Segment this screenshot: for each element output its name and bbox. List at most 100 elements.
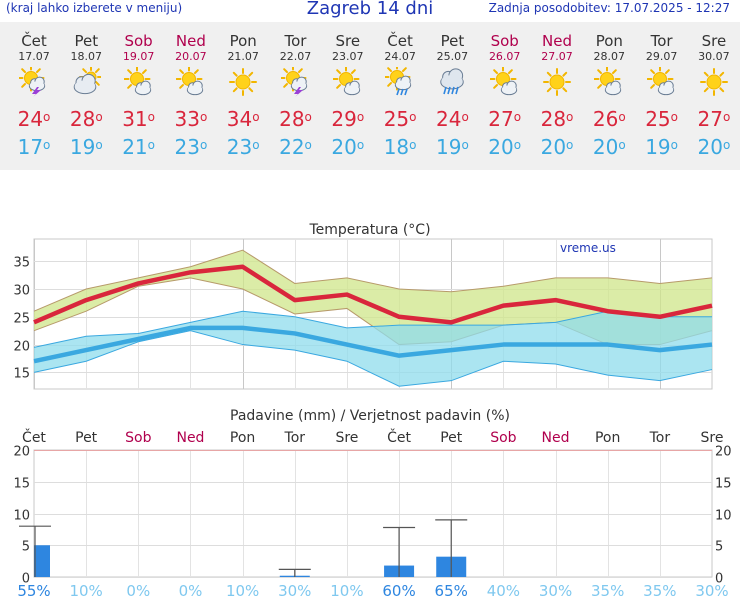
watermark: vreme.us	[560, 241, 616, 255]
max-temperature: 25o	[383, 107, 417, 131]
precipitation-probability: 0%	[179, 582, 203, 600]
x-tick-label: Čet	[387, 428, 411, 446]
y-tick-label: 15	[13, 367, 30, 382]
x-tick-label: Sre	[335, 430, 358, 446]
precipitation-probability: 60%	[382, 582, 415, 600]
day-name: Pon	[229, 32, 257, 50]
x-tick-label: Sre	[701, 430, 724, 446]
sun-icon	[229, 68, 258, 96]
day-date: 25.07	[436, 50, 469, 63]
sun-small-cloud-icon	[123, 65, 151, 96]
max-temperature: 27o	[697, 107, 731, 131]
max-temperature-line	[33, 264, 713, 325]
day-date: 23.07	[332, 50, 364, 63]
day-column: Sre 30.07 27o 20o	[688, 22, 740, 160]
sun-icon	[543, 68, 571, 96]
min-temperature: 19o	[435, 135, 469, 159]
max-temperature: 31o	[122, 107, 155, 131]
min-temperature: 22o	[279, 135, 312, 159]
y-tick-label-right: 5	[715, 540, 723, 555]
day-date: 18.07	[70, 50, 103, 63]
day-name: Čet	[387, 32, 413, 50]
y-tick-label: 30	[13, 284, 30, 299]
day-column: Ned 27.07 28o 20o	[531, 22, 583, 160]
precipitation-probability: 10%	[69, 582, 102, 600]
day-column: Čet 17.07 24o 17o	[8, 22, 60, 159]
y-tick-label: 35	[13, 256, 30, 271]
precipitation-probability: 30%	[695, 582, 728, 600]
max-temperature: 26o	[592, 107, 626, 131]
x-tick-label: Pet	[75, 430, 98, 446]
day-name: Sob	[124, 32, 153, 50]
day-column: Tor 29.07 25o 19o	[636, 22, 688, 160]
day-name: Sre	[701, 32, 727, 50]
precipitation-plot-area	[33, 449, 713, 578]
x-tick-label: Pon	[595, 430, 620, 446]
day-date: 17.07	[18, 50, 50, 63]
day-date: 20.07	[175, 50, 207, 63]
sun-cloud-rain-icon	[383, 63, 412, 96]
day-date: 28.07	[593, 50, 626, 63]
day-column: Sre 23.07 29o 20o	[322, 22, 374, 160]
daily-forecast-strip: Čet 17.07 24o 17o Pet 18.07 28o 19o Sob 19.07 31o 2…	[0, 22, 740, 170]
day-name: Ned	[542, 32, 572, 50]
y-tick-label: 0	[22, 572, 30, 587]
day-name: Pet	[440, 32, 465, 50]
day-column: Pet 25.07 24o 19o	[426, 22, 478, 160]
y-tick-label: 5	[22, 540, 30, 555]
precipitation-probability: 30%	[539, 582, 572, 600]
y-tick-label-right: 15	[715, 477, 732, 492]
min-temperature-line	[33, 325, 713, 364]
y-tick-label-right: 10	[715, 509, 732, 524]
max-temperature-band-edge	[33, 249, 713, 312]
y-tick-label: 25	[13, 312, 30, 327]
min-temperature: 23o	[174, 135, 208, 159]
day-date: 30.07	[698, 50, 730, 63]
day-name: Sre	[335, 32, 361, 50]
min-temperature: 23o	[226, 135, 260, 159]
precipitation-chart-title: Padavine (mm) / Verjetnost padavin (%)	[230, 408, 510, 424]
day-date: 24.07	[384, 50, 416, 63]
x-tick-label: Ned	[542, 430, 570, 446]
last-updated: Zadnja posodobitev: 17.07.2025 - 12:27	[488, 1, 730, 15]
day-column: Ned 20.07 33o 23o	[165, 22, 217, 160]
min-temperature: 18o	[383, 135, 417, 159]
max-temperature: 24o	[435, 107, 469, 131]
precipitation-probability: 10%	[226, 582, 259, 600]
precipitation-probability: 30%	[278, 582, 311, 600]
temperature-chart: 15 20 25 30 35 vreme.us	[13, 238, 713, 390]
sun-cloud-thunder-icon	[279, 64, 307, 97]
min-temperature: 20o	[488, 135, 522, 159]
x-tick-label: Tor	[649, 430, 671, 446]
day-name: Sob	[490, 32, 519, 50]
precipitation-probability: 40%	[487, 582, 520, 600]
day-name: Tor	[650, 32, 673, 50]
sun-small-cloud-icon	[593, 65, 622, 96]
day-name: Pon	[595, 32, 623, 50]
day-name: Ned	[175, 32, 206, 50]
max-temperature: 24o	[17, 107, 51, 131]
day-date: 26.07	[488, 50, 521, 63]
top-bar: (kraj lahko izberete v meniju) Zagreb 14…	[0, 0, 740, 20]
x-tick-label: Pon	[230, 430, 255, 446]
min-temperature: 17o	[17, 135, 51, 159]
day-column: Pon 21.07 34o 23o	[217, 22, 269, 160]
precipitation-probability: 10%	[330, 582, 363, 600]
min-temperature: 20o	[331, 135, 365, 159]
day-date: 22.07	[279, 50, 312, 63]
min-temperature: 20o	[540, 135, 574, 159]
page-title: Zagreb 14 dni	[306, 0, 434, 19]
day-column: Tor 22.07 28o 22o	[270, 22, 322, 159]
x-tick-label: Tor	[284, 430, 306, 446]
y-tick-label: 10	[13, 509, 30, 524]
precipitation-probability: 0%	[126, 582, 150, 600]
precipitation-probability: 55%	[17, 582, 50, 600]
day-column: Čet 24.07 25o 18o	[374, 22, 426, 159]
day-column: Sob 26.07 27o 20o	[479, 22, 531, 160]
x-tick-label: Sob	[125, 430, 151, 446]
day-name: Čet	[21, 32, 47, 50]
location-hint: (kraj lahko izberete v meniju)	[6, 1, 183, 15]
y-tick-label: 20	[13, 445, 30, 460]
x-tick-label: Ned	[176, 430, 204, 446]
day-date: 27.07	[541, 50, 573, 63]
